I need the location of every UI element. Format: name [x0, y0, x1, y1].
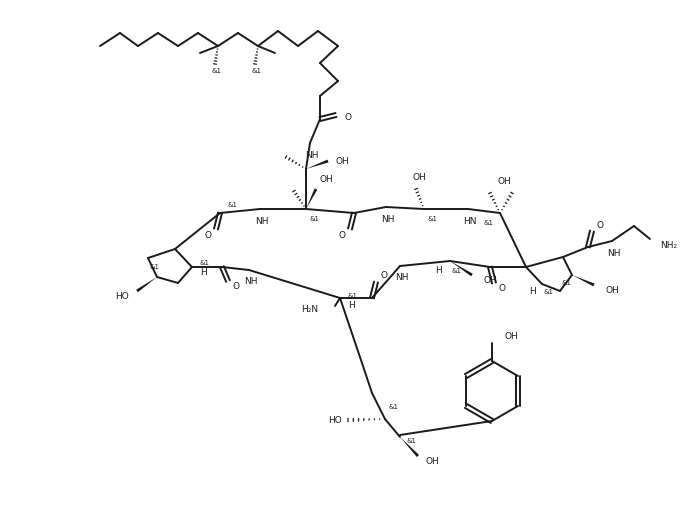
Text: &1: &1 — [452, 268, 462, 274]
Text: NH: NH — [244, 277, 258, 287]
Text: OH: OH — [505, 333, 519, 341]
Text: &1: &1 — [484, 220, 494, 226]
Text: NH: NH — [381, 215, 394, 223]
Text: NH: NH — [255, 217, 269, 225]
Text: O: O — [339, 230, 345, 240]
Text: HO: HO — [115, 292, 129, 301]
Text: OH: OH — [497, 176, 511, 185]
Text: &1: &1 — [212, 68, 222, 74]
Text: &1: &1 — [389, 404, 399, 410]
Text: &1: &1 — [407, 438, 417, 444]
Text: H: H — [529, 288, 536, 296]
Text: OH: OH — [484, 276, 498, 286]
Text: OH: OH — [412, 173, 426, 181]
Text: &1: &1 — [252, 68, 262, 74]
Text: OH: OH — [336, 156, 350, 166]
Text: O: O — [345, 112, 352, 122]
Text: H: H — [435, 267, 442, 275]
Polygon shape — [136, 277, 157, 292]
Text: OH: OH — [320, 174, 334, 183]
Text: HN: HN — [463, 217, 477, 225]
Text: &1: &1 — [200, 260, 210, 266]
Text: H: H — [348, 301, 355, 311]
Text: &1: &1 — [562, 280, 572, 286]
Text: O: O — [205, 230, 211, 240]
Text: O: O — [596, 221, 603, 229]
Text: O: O — [381, 271, 388, 281]
Text: HO: HO — [328, 416, 342, 426]
Text: O: O — [498, 285, 505, 293]
Text: H: H — [200, 268, 207, 277]
Polygon shape — [306, 189, 318, 209]
Text: NH₂: NH₂ — [660, 241, 677, 249]
Text: NH: NH — [305, 151, 319, 159]
Text: &1: &1 — [428, 216, 438, 222]
Text: &1: &1 — [544, 289, 554, 295]
Text: &1: &1 — [310, 216, 320, 222]
Polygon shape — [450, 261, 473, 276]
Text: O: O — [233, 283, 239, 291]
Text: &1: &1 — [228, 202, 238, 208]
Polygon shape — [306, 159, 328, 169]
Text: &1: &1 — [150, 264, 160, 270]
Text: H₂N: H₂N — [301, 306, 318, 314]
Text: NH: NH — [395, 273, 409, 283]
Polygon shape — [572, 275, 594, 286]
Text: OH: OH — [426, 457, 440, 467]
Text: NH: NH — [607, 248, 621, 258]
Text: &1: &1 — [348, 293, 358, 299]
Text: OH: OH — [606, 287, 619, 295]
Polygon shape — [400, 437, 419, 457]
